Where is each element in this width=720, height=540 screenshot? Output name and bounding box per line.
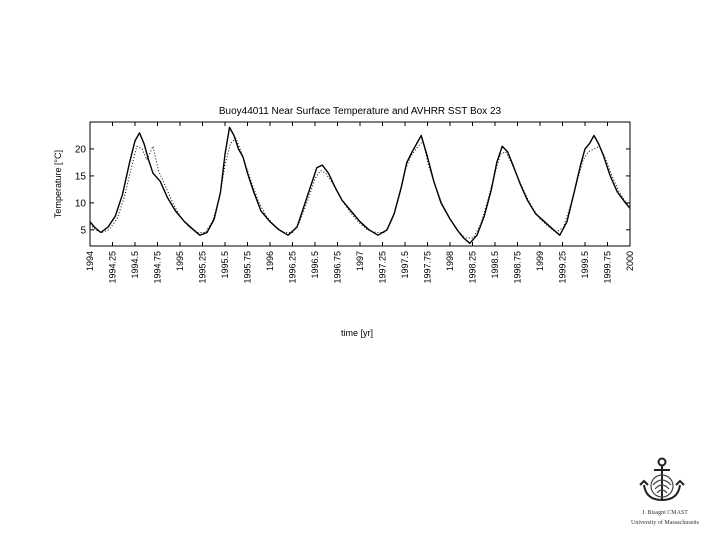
anchor-icon (639, 457, 685, 502)
series-line-2 (89, 137, 631, 239)
x-tick-label: 1996 (265, 251, 275, 271)
credit-name: J. Bisagni CMAST (642, 510, 688, 516)
x-tick-label: 1998.25 (468, 251, 478, 284)
x-tick-label: 1994.5 (130, 251, 140, 279)
x-tick-label: 1999.5 (580, 251, 590, 279)
series-line-1 (89, 126, 631, 245)
x-tick-label: 1999.25 (558, 251, 568, 284)
x-tick-label: 1999 (535, 251, 545, 271)
x-axis-label: time [yr] (341, 328, 373, 338)
x-tick-label: 1997.25 (378, 251, 388, 284)
x-tick-label: 1995.75 (243, 251, 253, 284)
x-tick-label: 1996.5 (310, 251, 320, 279)
y-tick-label: 15 (75, 171, 87, 182)
x-tick-label: 1998.5 (490, 251, 500, 279)
x-tick-label: 1996.25 (288, 251, 298, 284)
x-tick-label: 1994 (85, 251, 95, 271)
x-tick-label: 1998.75 (513, 251, 523, 284)
chart-title: Buoy44011 Near Surface Temperature and A… (219, 106, 502, 117)
y-tick-label: 10 (75, 198, 87, 209)
plot-area (89, 121, 631, 247)
credit-affiliation: University of Massachusetts (631, 520, 699, 526)
y-tick-label: 5 (80, 225, 86, 236)
x-tick-label: 1997.75 (423, 251, 433, 284)
x-tick-label: 1994.75 (153, 251, 163, 284)
x-tick-label: 1997.5 (400, 251, 410, 279)
y-tick-label: 20 (75, 144, 87, 155)
x-tick-label: 1995 (175, 251, 185, 271)
x-tick-label: 1998 (445, 251, 455, 271)
x-tick-label: 1997 (355, 251, 365, 271)
x-tick-label: 1995.25 (198, 251, 208, 284)
x-tick-label: 1999.75 (603, 251, 613, 284)
x-tick-label: 1996.75 (333, 251, 343, 284)
x-axis: 1994 1994.25 1994.5 1994.75 1995 1995.25 1995.… (85, 122, 635, 284)
y-axis: 5 10 15 20 (75, 144, 630, 236)
x-tick-label: 1994.25 (108, 251, 118, 284)
shell-icon (650, 474, 674, 498)
x-tick-label: 1995.5 (220, 251, 230, 279)
anchor-logo (620, 455, 715, 535)
x-tick-label: 2000 (625, 251, 635, 271)
y-axis-label: Temperature [°C] (53, 150, 63, 218)
